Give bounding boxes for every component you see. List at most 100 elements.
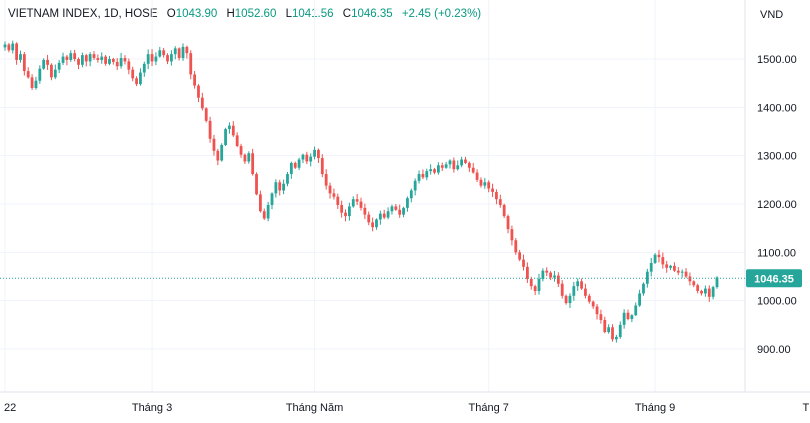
candle xyxy=(208,116,212,143)
candle xyxy=(278,179,282,196)
candle xyxy=(154,52,158,66)
candle xyxy=(587,293,591,304)
candle-body xyxy=(525,266,529,279)
candle-body xyxy=(200,97,204,109)
candle xyxy=(204,107,208,123)
candle xyxy=(216,148,220,166)
candle xyxy=(495,189,498,205)
candle-body xyxy=(189,53,193,75)
candle-body xyxy=(57,62,61,70)
candle-body xyxy=(483,182,487,186)
candle xyxy=(386,207,390,220)
candle-body xyxy=(92,54,96,59)
x-tick-label: Tháng 11 xyxy=(803,402,810,414)
candle-body xyxy=(80,55,84,65)
candle-body xyxy=(193,74,197,86)
candle xyxy=(84,53,88,67)
candle-body xyxy=(239,146,243,155)
candle-body xyxy=(448,160,452,165)
candle xyxy=(510,225,514,246)
last-price-badge-label: 1046.35 xyxy=(754,273,794,285)
candle xyxy=(584,283,587,299)
candle xyxy=(7,43,11,53)
candle xyxy=(429,164,433,175)
candle xyxy=(123,55,127,65)
candle xyxy=(471,163,475,174)
candle-body xyxy=(622,312,626,325)
candle xyxy=(479,177,483,188)
high-value: 1052.60 xyxy=(234,8,277,20)
candle xyxy=(406,196,409,212)
candle-body xyxy=(297,159,301,168)
candle-body xyxy=(502,204,506,217)
candle-body xyxy=(61,56,65,63)
candle xyxy=(286,171,289,187)
candle xyxy=(684,268,688,279)
currency-unit: VND xyxy=(760,9,784,21)
y-tick-label: 1100.00 xyxy=(757,247,796,259)
candle-body xyxy=(344,212,347,217)
candle xyxy=(549,271,553,281)
candle xyxy=(22,51,26,76)
candle xyxy=(464,156,467,165)
grid xyxy=(0,0,745,392)
candle-body xyxy=(580,281,583,289)
candle-body xyxy=(560,283,564,296)
candle xyxy=(50,63,53,81)
candle-body xyxy=(595,306,599,315)
y-tick-label: 1200.00 xyxy=(757,199,797,211)
candle-body xyxy=(177,48,181,59)
candle xyxy=(409,188,413,203)
candle-body xyxy=(669,265,672,268)
candle-body xyxy=(50,64,53,78)
candle-body xyxy=(487,182,491,189)
candle xyxy=(231,121,235,137)
candle-body xyxy=(320,158,324,175)
candle xyxy=(212,134,216,156)
candle xyxy=(371,217,375,232)
candle xyxy=(433,167,436,175)
candle xyxy=(703,285,707,297)
candle-body xyxy=(506,216,510,230)
last-price-badge-bg xyxy=(746,269,802,288)
price-axis[interactable]: 900.00 1000.00 1100.00 1200.00 1300.00 1400.0… xyxy=(757,54,797,356)
candle-body xyxy=(378,213,382,220)
time-axis[interactable]: 22 Tháng 3 Tháng Năm Tháng 7 Tháng 9 Tháng 11… xyxy=(4,402,810,414)
y-tick-label: 1500.00 xyxy=(757,54,797,66)
candle-body xyxy=(696,285,700,291)
candle-body xyxy=(603,320,607,333)
candle xyxy=(576,278,580,291)
candle xyxy=(262,208,266,220)
candle-body xyxy=(197,85,200,98)
candle xyxy=(417,170,421,184)
candle xyxy=(618,321,622,339)
candle-body xyxy=(108,59,111,64)
candle-body xyxy=(127,61,131,70)
candle-body xyxy=(251,153,255,175)
candle xyxy=(77,57,80,70)
candle xyxy=(181,43,185,61)
candle-body xyxy=(657,254,661,258)
candle xyxy=(545,267,549,277)
candle xyxy=(498,194,502,208)
candle xyxy=(487,180,491,193)
candle xyxy=(200,92,204,111)
candle-body xyxy=(119,58,123,67)
candle xyxy=(533,284,537,296)
candle-body xyxy=(286,174,289,184)
candle xyxy=(355,193,359,205)
symbol-label: VIETNAM INDEX, 1D, HOSE xyxy=(8,8,158,20)
candle-body xyxy=(270,193,274,205)
candle-body xyxy=(475,172,479,180)
candle-body xyxy=(634,305,638,316)
candle-body xyxy=(553,275,556,278)
candle xyxy=(514,238,518,255)
candle-body xyxy=(467,162,471,168)
candle xyxy=(289,161,293,179)
candle xyxy=(436,162,440,175)
candle xyxy=(320,154,324,178)
candle xyxy=(491,183,494,198)
candle-body xyxy=(680,271,684,273)
candle xyxy=(518,249,522,262)
